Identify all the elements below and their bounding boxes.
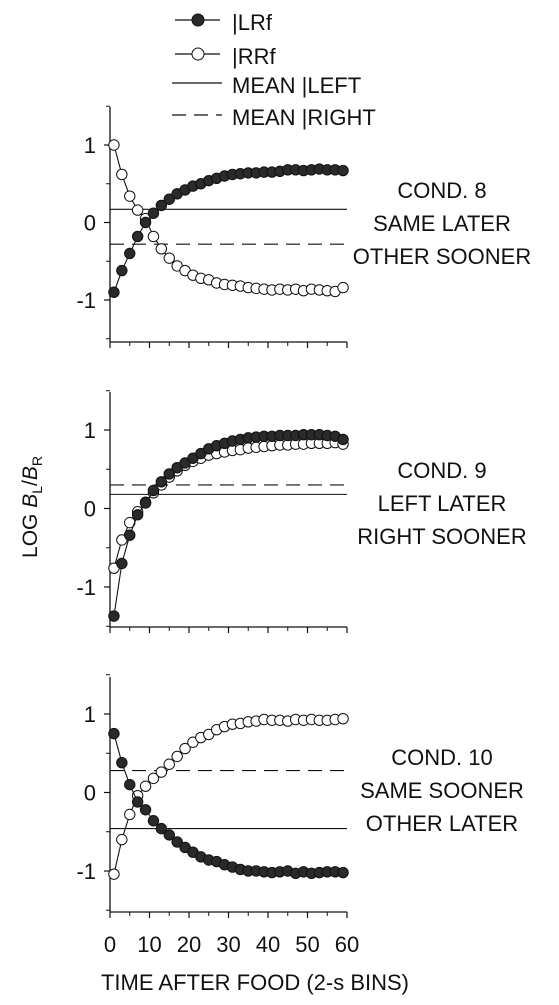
x-tick-label: 40	[256, 932, 280, 957]
point-rrf	[116, 168, 128, 181]
x-axis-label: TIME AFTER FOOD (2-s BINS)	[101, 970, 409, 995]
condition-annotation-line: OTHER LATER	[366, 811, 518, 836]
y-axis-label: LOG BL/BR	[19, 456, 45, 558]
condition-annotation-line: SAME SOONER	[360, 778, 524, 803]
point-lrf	[171, 836, 183, 848]
point-rrf	[131, 204, 144, 216]
y-tick-label: -1	[76, 575, 96, 600]
series-lrf-line	[113, 733, 344, 874]
point-rrf	[171, 750, 183, 763]
legend: |LRf |RRf MEAN |LEFT MEAN |RIGHT	[172, 10, 376, 130]
point-rrf	[124, 190, 136, 202]
point-lrf	[108, 610, 120, 622]
point-lrf	[155, 822, 168, 835]
point-rrf	[179, 742, 191, 755]
y-tick-label: -1	[76, 288, 96, 313]
legend-label-mean-left: MEAN |LEFT	[232, 73, 361, 98]
point-rrf	[139, 780, 152, 792]
point-lrf	[155, 476, 168, 488]
y-tick-label: 1	[84, 133, 96, 158]
condition-annotation-line: COND. 8	[397, 178, 486, 203]
point-lrf	[108, 286, 120, 298]
y-tick-label: 0	[84, 211, 96, 236]
point-rrf	[116, 833, 128, 846]
condition-annotation-line: LEFT LATER	[378, 491, 507, 516]
panel-cond-8: -1 0 1 COND. 8 SAME LATER OTHER SOONER	[76, 105, 531, 348]
point-lrf	[131, 509, 144, 521]
point-rrf	[337, 281, 349, 294]
series-lrf-line	[113, 168, 344, 293]
point-lrf	[337, 164, 349, 177]
x-tick-label: 60	[335, 932, 359, 957]
legend-label-rrf: |RRf	[232, 44, 276, 69]
condition-annotation-line: SAME LATER	[373, 211, 511, 236]
point-rrf	[163, 758, 175, 770]
legend-item-lrf: |LRf	[175, 10, 273, 35]
legend-item-mean-left: MEAN |LEFT	[172, 73, 361, 98]
point-lrf	[337, 433, 349, 446]
point-rrf	[163, 252, 175, 264]
point-lrf	[147, 207, 160, 219]
y-tick-label: -1	[76, 859, 96, 884]
y-tick-label: 1	[84, 418, 96, 443]
point-lrf	[163, 829, 175, 841]
point-rrf	[124, 808, 136, 821]
point-rrf	[108, 139, 120, 151]
point-lrf	[163, 468, 175, 480]
point-lrf	[337, 866, 349, 879]
x-tick-label: 50	[295, 932, 319, 957]
point-lrf	[147, 484, 160, 497]
point-lrf	[131, 796, 144, 808]
condition-annotation-line: RIGHT SOONER	[357, 524, 527, 549]
point-lrf	[124, 247, 136, 260]
condition-annotation-line: COND. 9	[397, 458, 486, 483]
legend-label-mean-right: MEAN |RIGHT	[232, 105, 376, 130]
legend-marker-rrf	[191, 47, 205, 61]
point-lrf	[116, 756, 128, 769]
x-tick-label: 30	[216, 932, 240, 957]
point-lrf	[139, 804, 152, 816]
x-tick-label: 10	[137, 932, 161, 957]
point-lrf	[155, 199, 168, 212]
legend-label-lrf: |LRf	[232, 10, 273, 35]
x-tick-label: 20	[177, 932, 201, 957]
y-tick-label: 1	[84, 702, 96, 727]
point-rrf	[155, 766, 168, 778]
y-tick-label: 0	[84, 497, 96, 522]
series-lrf-line	[113, 434, 344, 617]
y-tick-label: 0	[84, 781, 96, 806]
point-lrf	[116, 557, 128, 570]
point-lrf	[124, 529, 136, 541]
point-lrf	[139, 216, 152, 229]
point-lrf	[116, 264, 128, 277]
point-rrf	[147, 230, 160, 243]
point-rrf	[155, 243, 168, 255]
panel-cond-9: -1 0 1 COND. 9 LEFT LATER RIGHT SOONER	[76, 390, 527, 633]
point-lrf	[163, 193, 175, 205]
series-rrf-line	[113, 718, 344, 875]
point-lrf	[124, 778, 136, 791]
point-lrf	[108, 727, 120, 740]
point-lrf	[147, 815, 160, 827]
point-lrf	[131, 230, 144, 243]
point-rrf	[337, 713, 349, 725]
legend-item-rrf: |RRf	[175, 44, 276, 69]
point-rrf	[108, 868, 120, 880]
legend-item-mean-right: MEAN |RIGHT	[172, 105, 376, 130]
point-lrf	[139, 497, 152, 509]
x-tick-label: 0	[104, 932, 116, 957]
legend-marker-lrf	[191, 13, 205, 27]
point-rrf	[147, 772, 160, 785]
condition-annotation-line: COND. 10	[391, 745, 492, 770]
condition-annotation-line: OTHER SOONER	[353, 244, 531, 269]
